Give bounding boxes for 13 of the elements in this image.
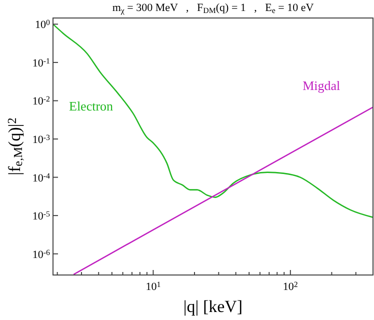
chart-title: m$_{χ}$ = 300 MeV , F$_{DM}$(q) = 1 , E$_{e}$ = 10 eV: [112, 2, 314, 15]
y-tick-label: 10$^{-3}$: [32, 133, 50, 146]
series-label: Electron: [69, 98, 114, 114]
y-tick-label: 10$^{-5}$: [32, 210, 50, 223]
y-tick-label: 10$^{0}$: [35, 18, 50, 32]
y-tick-label: 10$^{-4}$: [32, 171, 50, 184]
x-tick-label: 10$^{1}$: [146, 280, 161, 293]
x-axis-title: |q| [keV]: [183, 297, 243, 316]
y-tick-label: 10$^{-6}$: [32, 248, 50, 261]
y-tick-label: 10$^{-2}$: [32, 94, 50, 108]
y-tick-label: 10$^{-1}$: [32, 56, 50, 70]
x-tick-label: 10$^{2}$: [282, 280, 298, 293]
text: Migdal: [302, 78, 341, 93]
